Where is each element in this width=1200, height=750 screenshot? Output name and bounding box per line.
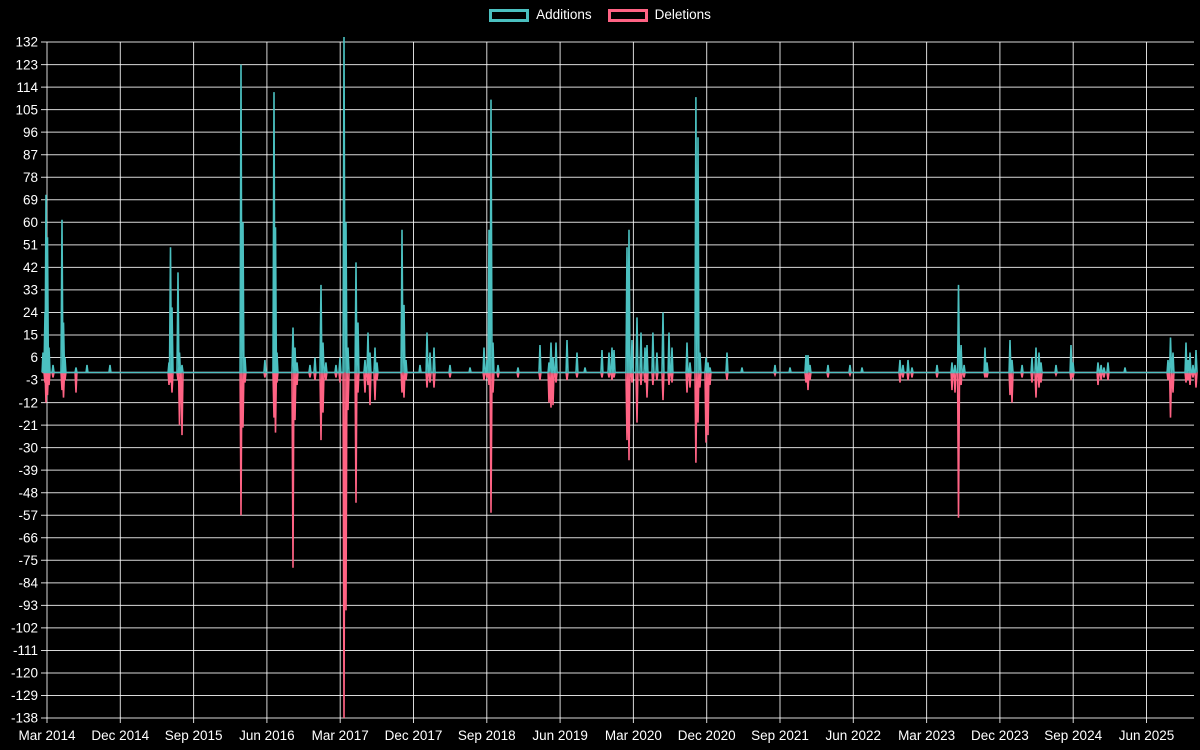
- x-axis-tick-label: Dec 2017: [385, 728, 443, 743]
- x-axis-tick-label: Mar 2020: [605, 728, 662, 743]
- x-axis-tick-label: Sep 2024: [1044, 728, 1102, 743]
- x-axis-tick-label: Mar 2014: [18, 728, 76, 743]
- x-axis-tick-label: Jun 2019: [532, 728, 588, 743]
- x-axis-tick-label: Jun 2025: [1119, 728, 1175, 743]
- y-axis-tick-label: -129: [11, 688, 38, 703]
- y-axis-tick-label: 51: [23, 238, 38, 253]
- legend-item-additions[interactable]: Additions: [489, 7, 592, 23]
- y-axis-tick-label: -30: [18, 440, 38, 455]
- y-axis-tick-label: -84: [18, 576, 38, 591]
- y-axis-tick-label: 114: [16, 80, 38, 95]
- y-axis-tick-label: -12: [18, 395, 38, 410]
- y-axis-tick-label: 60: [23, 215, 38, 230]
- y-axis-tick-label: 123: [15, 57, 38, 72]
- y-axis-tick-label: 15: [23, 328, 38, 343]
- y-axis-tick-label: 42: [23, 260, 38, 275]
- x-axis-tick-label: Jun 2022: [826, 728, 882, 743]
- additions-line: [41, 36, 1198, 374]
- x-axis-tick-label: Sep 2021: [751, 728, 809, 743]
- x-axis-tick-label: Mar 2017: [312, 728, 369, 743]
- y-axis-tick-label: 78: [23, 170, 38, 185]
- y-axis-tick-label: 6: [30, 350, 38, 365]
- chart-legend: Additions Deletions: [0, 7, 1200, 23]
- x-axis-tick-label: Dec 2020: [678, 728, 736, 743]
- legend-item-deletions[interactable]: Deletions: [607, 7, 711, 23]
- y-axis-tick-label: -39: [18, 463, 38, 478]
- y-axis-tick-label: -93: [18, 598, 38, 613]
- y-axis-tick-label: -111: [13, 643, 38, 658]
- x-axis-tick-label: Mar 2023: [898, 728, 955, 743]
- y-axis-tick-label: -102: [11, 621, 38, 636]
- y-axis-tick-label: 69: [23, 192, 38, 207]
- y-axis-tick-label: 96: [23, 125, 38, 140]
- additions-legend-swatch: [489, 8, 530, 22]
- y-axis-tick-label: -120: [11, 666, 38, 681]
- x-axis-tick-label: Jun 2016: [239, 728, 295, 743]
- y-axis-tick-label: 24: [23, 305, 39, 320]
- deletions-line: [42, 371, 1198, 719]
- y-axis-tick-label: 87: [23, 147, 38, 162]
- deletions-legend-label: Deletions: [654, 7, 711, 22]
- y-axis-tick-label: 33: [23, 283, 38, 298]
- y-axis-tick-label: -57: [18, 508, 38, 523]
- x-axis-tick-label: Sep 2015: [165, 728, 223, 743]
- x-axis-tick-label: Dec 2014: [91, 728, 149, 743]
- y-axis-tick-label: -75: [18, 553, 38, 568]
- additions-legend-label: Additions: [536, 7, 592, 22]
- y-axis-tick-label: 132: [15, 35, 38, 50]
- deletions-legend-swatch: [607, 8, 648, 22]
- x-axis-tick-label: Dec 2023: [971, 728, 1029, 743]
- y-axis-tick-label: -138: [11, 711, 38, 726]
- y-axis-tick-label: 105: [15, 102, 38, 117]
- y-axis-tick-label: -3: [26, 373, 38, 388]
- y-axis-tick-label: -48: [18, 485, 38, 500]
- y-axis-tick-label: -66: [18, 530, 38, 545]
- x-axis-tick-label: Sep 2018: [458, 728, 516, 743]
- y-axis-tick-label: -21: [18, 418, 38, 433]
